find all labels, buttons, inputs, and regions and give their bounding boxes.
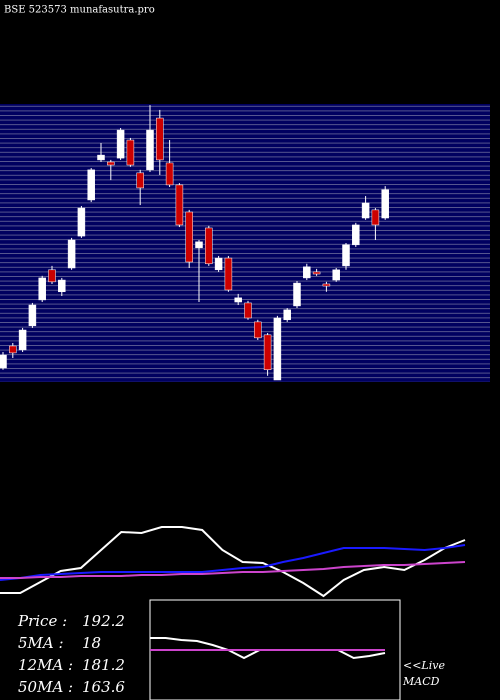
live-label: <<Live (403, 659, 445, 672)
indicator-line (0, 544, 466, 581)
candle-body (77, 207, 86, 237)
candle-body (156, 117, 164, 161)
macd-label: MACD (402, 675, 440, 688)
info-label: 12MA : (18, 656, 73, 674)
candle-body (107, 161, 115, 166)
candle-body (322, 283, 331, 287)
candle-body (371, 209, 380, 226)
candle-body (361, 202, 370, 219)
info-value: 18 (82, 634, 101, 652)
indicator-line (0, 526, 466, 598)
candle-body (332, 269, 340, 281)
candle-body (283, 309, 291, 321)
candle-body (273, 317, 282, 381)
candle-body (254, 321, 262, 339)
candle-body (87, 169, 95, 201)
candle-body (263, 334, 272, 371)
candle-body (303, 266, 311, 279)
candle-body (18, 329, 27, 351)
info-label: Price : (17, 612, 67, 630)
candle-body (381, 189, 389, 219)
indicator-line (0, 561, 466, 579)
indicator-line (150, 637, 386, 660)
candle-body (116, 129, 125, 159)
candle-body (67, 239, 76, 269)
candle-body (136, 172, 144, 189)
candle-body (234, 297, 242, 303)
candle-body (214, 257, 223, 271)
candle-body (165, 162, 174, 186)
info-value: 192.2 (82, 612, 125, 630)
candle-body (146, 129, 154, 171)
candle-body (97, 154, 105, 161)
candle-body (0, 354, 7, 369)
candle-body (342, 244, 350, 267)
candle-body (58, 279, 66, 293)
info-label: 5MA : (18, 634, 64, 652)
info-value: 181.2 (82, 656, 125, 674)
candle-body (195, 241, 203, 249)
candle-body (175, 184, 184, 226)
candle-body (312, 271, 321, 275)
candle-body (352, 224, 360, 246)
info-label: 50MA : (18, 678, 73, 696)
candle-body (38, 277, 46, 301)
candle-body (9, 345, 17, 354)
candle-body (48, 269, 56, 283)
candle-body (28, 304, 37, 327)
chart-title: BSE 523573 munafasutra.pro (4, 5, 155, 16)
candle-body (185, 211, 193, 263)
candle-body (244, 302, 252, 319)
candle-body (205, 227, 213, 265)
info-value: 163.6 (82, 678, 125, 696)
candle-body (293, 282, 301, 307)
price-panel (0, 104, 490, 382)
candle-body (224, 257, 233, 291)
candle-body (126, 139, 135, 166)
